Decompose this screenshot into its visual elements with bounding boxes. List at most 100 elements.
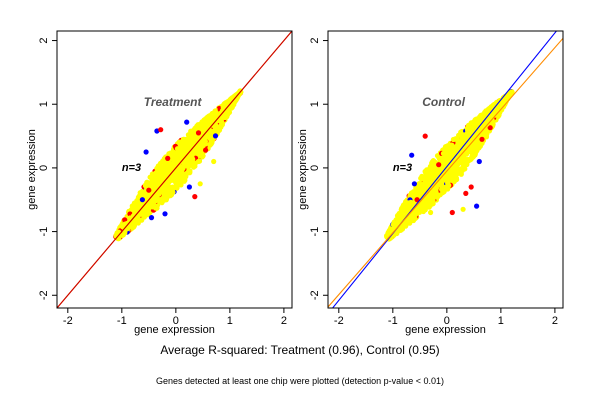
outlier-point xyxy=(476,158,482,165)
plot-frame xyxy=(327,30,564,309)
data-point xyxy=(200,153,206,159)
data-point xyxy=(450,136,456,143)
data-point xyxy=(139,209,145,215)
data-point xyxy=(454,137,461,143)
data-point xyxy=(394,213,401,219)
data-point xyxy=(170,185,176,191)
outlier-point xyxy=(139,197,145,203)
x-tick-label: 1 xyxy=(227,315,233,327)
data-point xyxy=(209,138,215,144)
data-point xyxy=(445,179,451,185)
data-point xyxy=(475,133,481,139)
data-point xyxy=(147,194,154,200)
outlier-point xyxy=(422,133,428,139)
fit-line xyxy=(328,37,563,308)
data-point xyxy=(451,147,458,154)
y-tick-label: -1 xyxy=(309,227,321,237)
y-axis-label: gene expression xyxy=(26,129,38,210)
outlier-point xyxy=(474,203,480,209)
x-tick-label: 2 xyxy=(552,315,558,327)
data-point xyxy=(471,128,477,134)
data-point xyxy=(115,231,121,237)
panel-title: Control xyxy=(422,95,465,109)
data-point xyxy=(129,206,135,212)
data-point xyxy=(184,170,191,176)
data-point xyxy=(487,125,493,131)
fit-line xyxy=(331,31,558,308)
data-point xyxy=(216,127,223,133)
x-tick-label: 0 xyxy=(444,315,450,327)
y-tick-label: 2 xyxy=(309,37,321,43)
data-point xyxy=(208,112,214,118)
data-point xyxy=(212,133,219,139)
outlier-point xyxy=(468,184,474,190)
outlier-point xyxy=(428,209,434,216)
data-point xyxy=(160,174,166,180)
data-point xyxy=(181,160,187,167)
data-point xyxy=(436,156,442,162)
data-point xyxy=(145,182,151,188)
data-point xyxy=(499,101,505,107)
data-point xyxy=(217,114,223,120)
data-point xyxy=(122,230,128,236)
x-tick-label: 2 xyxy=(281,315,287,327)
data-point xyxy=(193,149,199,155)
fit-line xyxy=(57,31,292,308)
panel-title: Treatment xyxy=(144,95,203,109)
data-point xyxy=(439,186,445,192)
outlier-point xyxy=(192,194,198,200)
data-point xyxy=(416,182,422,188)
x-tick-label: -2 xyxy=(63,315,73,327)
data-point xyxy=(474,147,480,153)
data-point xyxy=(187,140,194,146)
control-panel: n=3 -2 -1 0 1 2 -2 -1 0 1 2 gene expression gene exp… xyxy=(297,30,564,336)
outlier-point xyxy=(184,119,190,125)
outlier-point xyxy=(436,162,442,168)
data-point xyxy=(426,200,432,206)
data-point xyxy=(425,183,431,189)
data-point xyxy=(203,116,209,122)
x-axis-label: gene expression xyxy=(405,324,486,336)
data-point xyxy=(153,194,159,200)
outlier-point xyxy=(405,200,411,206)
data-point xyxy=(170,169,176,176)
data-point xyxy=(160,197,166,203)
y-tick-label: -1 xyxy=(38,227,50,237)
outlier-point xyxy=(211,158,217,165)
y-tick-label: -2 xyxy=(38,290,50,300)
data-point xyxy=(456,132,462,138)
y-tick-label: 0 xyxy=(38,165,50,171)
data-point xyxy=(177,139,183,146)
data-point xyxy=(170,151,176,157)
data-point xyxy=(172,156,178,163)
y-tick-label: 1 xyxy=(309,101,321,107)
data-point xyxy=(407,218,414,224)
data-point xyxy=(420,208,426,215)
data-point xyxy=(174,174,180,180)
data-point xyxy=(180,148,186,154)
y-tick-label: 1 xyxy=(38,101,50,107)
data-point xyxy=(440,150,446,157)
outlier-point xyxy=(463,190,469,196)
data-point xyxy=(486,118,492,124)
data-point xyxy=(137,190,143,196)
data-point xyxy=(168,191,174,197)
outlier-point xyxy=(165,155,171,161)
data-point xyxy=(507,90,513,96)
data-point xyxy=(155,170,161,176)
data-point xyxy=(219,109,225,115)
y-tick-label: -2 xyxy=(309,290,321,300)
outlier-point xyxy=(197,181,203,187)
x-tick-label: -1 xyxy=(388,315,398,327)
data-point xyxy=(502,96,508,102)
data-point xyxy=(488,104,494,110)
data-point xyxy=(469,151,476,157)
data-point xyxy=(168,175,174,181)
x-tick-label: 1 xyxy=(498,315,504,327)
data-point xyxy=(397,220,403,226)
data-point xyxy=(478,112,484,118)
data-point xyxy=(155,178,161,184)
data-point xyxy=(398,226,404,233)
data-point xyxy=(167,164,173,170)
outlier-point xyxy=(203,147,209,153)
